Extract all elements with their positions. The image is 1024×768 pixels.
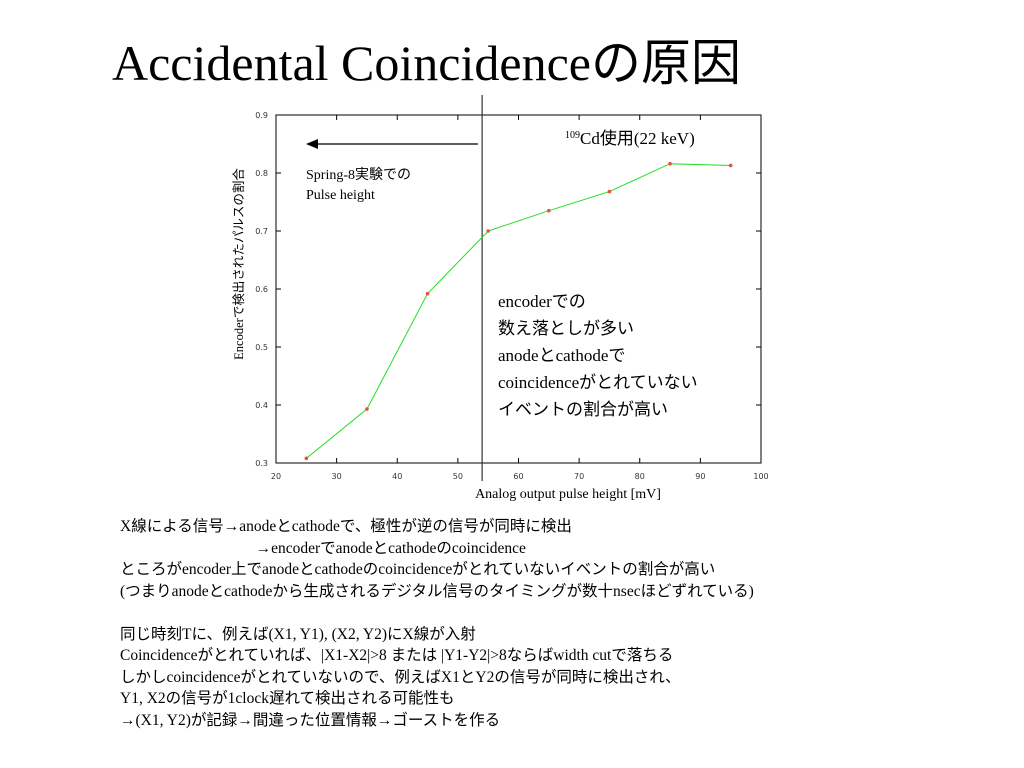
body-line: X線による信号→anodeとcathodeで、極性が逆の信号が同時に検出 (120, 518, 572, 535)
x-tick-label: 70 (574, 472, 584, 481)
body-line: ところがencoder上でanodeとcathodeのcoincidenceがと… (120, 561, 716, 578)
encoder-line-1: encoderでの (498, 292, 586, 311)
encoder-line-5: イベントの割合が高い (498, 400, 668, 419)
body-line: (つまりanodeとcathodeから生成されるデジタル信号のタイミングが数十n… (120, 582, 754, 600)
explanation-text: X線による信号→anodeとcathodeで、極性が逆の信号が同時に検出 →en… (120, 516, 1000, 731)
body-line: しかしcoincidenceがとれていないので、例えばX1とY2の信号が同時に検… (120, 668, 681, 686)
y-tick-label: 0.8 (255, 169, 268, 178)
data-point (547, 208, 551, 213)
encoder-annotation: encoderでの 数え落としが多い anodeとcathodeで coinci… (498, 292, 698, 419)
y-tick-label: 0.4 (255, 401, 268, 410)
body-line: Y1, X2の信号が1clock遅れて検出される可能性も (120, 690, 455, 707)
cd-annotation: 109Cd使用(22 keV) (565, 128, 695, 148)
body-line (120, 602, 1000, 624)
data-point (607, 189, 612, 194)
encoder-line-3: anodeとcathodeで (498, 346, 625, 365)
data-series (304, 161, 733, 461)
spring8-label-line2: Pulse height (306, 188, 375, 203)
data-point (486, 229, 490, 233)
y-tick-label: 0.5 (255, 343, 268, 352)
cd-superscript: 109 (565, 130, 580, 141)
data-point (728, 163, 733, 168)
body-line: 同じ時刻Tに、例えば(X1, Y1), (X2, Y2)にX線が入射 (120, 625, 476, 643)
data-point (425, 291, 430, 296)
y-tick-label: 0.6 (255, 285, 268, 294)
encoder-line-4: coincidenceがとれていない (498, 373, 698, 392)
data-point (304, 456, 309, 461)
y-axis-label: Encoderで検出されたパルスの割合 (231, 168, 246, 360)
encoder-line-2: 数え落としが多い (498, 319, 634, 338)
body-line: →encoderでanodeとcathodeのcoincidence (120, 539, 526, 557)
slide-title: Accidental Coincidenceの原因 (112, 35, 741, 91)
y-tick-label: 0.3 (255, 459, 268, 468)
x-tick-label: 60 (513, 472, 523, 481)
x-tick-label: 20 (271, 472, 281, 481)
cd-label: Cd使用(22 keV) (580, 128, 695, 148)
y-tick-label: 0.7 (255, 227, 268, 236)
data-point (365, 407, 369, 411)
body-line: Coincidenceがとれていれば、|X1-X2|>8 または |Y1-Y2|… (120, 647, 674, 664)
x-tick-label: 100 (753, 472, 768, 481)
line-chart: 0.3 0.4 0.5 0.6 0.7 0.8 0.9 20 30 40 50 60 70 80 90 10… (231, 95, 769, 502)
data-point (668, 161, 672, 166)
spring8-label-line1: Spring-8実験での (306, 167, 411, 183)
x-tick-label: 30 (332, 472, 342, 481)
left-arrow-icon (306, 139, 318, 149)
x-tick-label: 40 (392, 472, 402, 481)
x-axis-ticks: 20 30 40 50 60 70 80 90 100 (271, 115, 769, 481)
y-tick-label: 0.9 (255, 111, 268, 120)
y-axis-ticks: 0.3 0.4 0.5 0.6 0.7 0.8 0.9 (255, 111, 761, 468)
body-line: →(X1, Y2)が記録→間違った位置情報→ゴーストを作る (120, 711, 501, 729)
x-tick-label: 90 (695, 472, 705, 481)
x-tick-label: 50 (453, 472, 463, 481)
x-axis-label: Analog output pulse height [mV] (475, 487, 661, 502)
x-tick-label: 80 (635, 472, 645, 481)
series-line (305, 163, 731, 459)
